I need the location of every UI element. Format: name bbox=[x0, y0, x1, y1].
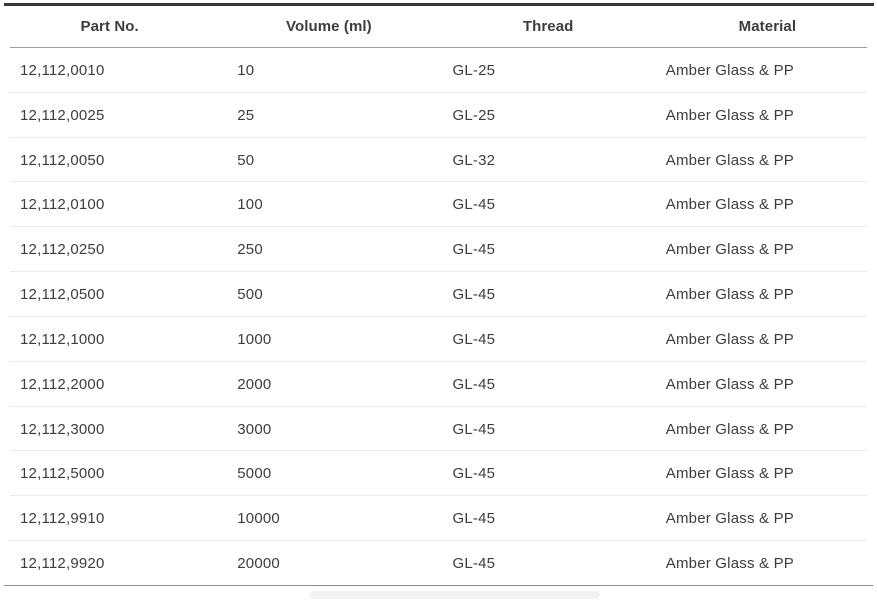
table-cell: 12,112,5000 bbox=[20, 465, 105, 483]
table-cell: GL-32 bbox=[452, 151, 496, 169]
table-header-row: Part No. Volume (ml) Thread Material bbox=[0, 6, 877, 47]
column-header-part-no: Part No. bbox=[80, 18, 139, 35]
table-top-border bbox=[4, 3, 874, 6]
table-cell: 50 bbox=[237, 151, 255, 169]
table-row: 12,112,5000 5000 GL-45 Amber Glass & PP bbox=[0, 451, 877, 497]
table-row: 12,112,1000 1000 GL-45 Amber Glass & PP bbox=[0, 317, 877, 362]
table-cell: GL-45 bbox=[452, 510, 496, 528]
table-cell: Amber Glass & PP bbox=[665, 420, 794, 438]
table-cell: 12,112,0050 bbox=[20, 151, 105, 169]
table-cell: GL-45 bbox=[452, 330, 496, 348]
table-cell: GL-45 bbox=[452, 196, 496, 214]
table-row: 12,112,9910 10000 GL-45 Amber Glass & PP bbox=[0, 496, 877, 541]
table-cell: GL-25 bbox=[452, 61, 496, 79]
table-row: 12,112,0050 50 GL-32 Amber Glass & PP bbox=[0, 138, 877, 183]
table-cell: 10000 bbox=[237, 510, 280, 528]
table-cell: GL-45 bbox=[452, 286, 496, 304]
table-cell: Amber Glass & PP bbox=[665, 330, 794, 348]
table-cell: 12,112,1000 bbox=[20, 330, 105, 348]
table-cell: Amber Glass & PP bbox=[665, 555, 794, 573]
table-cell: 500 bbox=[237, 286, 263, 304]
table-cell: GL-45 bbox=[452, 420, 496, 438]
table-row: 12,112,0500 500 GL-45 Amber Glass & PP bbox=[0, 272, 877, 317]
table-body: 12,112,0010 10 GL-25 Amber Glass & PP 12,112… bbox=[0, 48, 877, 586]
table-cell: 1000 bbox=[237, 330, 272, 348]
table-cell: Amber Glass & PP bbox=[665, 375, 794, 393]
table-cell: 100 bbox=[237, 196, 263, 214]
table-row: 12,112,2000 2000 GL-45 Amber Glass & PP bbox=[0, 362, 877, 407]
table-cell: 250 bbox=[237, 241, 263, 259]
table-row: 12,112,0100 100 GL-45 Amber Glass & PP bbox=[0, 182, 877, 228]
table-cell: GL-45 bbox=[452, 465, 496, 483]
column-header-thread: Thread bbox=[522, 18, 574, 35]
table-cell: 12,112,0500 bbox=[20, 286, 105, 304]
table-cell: Amber Glass & PP bbox=[665, 510, 794, 528]
table-row: 12,112,3000 3000 GL-45 Amber Glass & PP bbox=[0, 407, 877, 452]
table-row: 12,112,0010 10 GL-25 Amber Glass & PP bbox=[0, 48, 877, 93]
table-bottom-border bbox=[4, 585, 873, 586]
table-row: 12,112,0025 25 GL-25 Amber Glass & PP bbox=[0, 93, 877, 138]
table-cell: GL-45 bbox=[452, 241, 496, 259]
header-divider bbox=[10, 47, 867, 48]
table-cell: Amber Glass & PP bbox=[665, 241, 794, 259]
table-cell: Amber Glass & PP bbox=[665, 465, 794, 483]
table-cell: GL-25 bbox=[452, 106, 496, 124]
table-cell: Amber Glass & PP bbox=[665, 61, 794, 79]
column-header-material: Material bbox=[738, 18, 797, 35]
table-cell: 12,112,9920 bbox=[20, 555, 105, 573]
table-cell: Amber Glass & PP bbox=[665, 196, 794, 214]
table-cell: 3000 bbox=[237, 420, 272, 438]
table-cell: 20000 bbox=[237, 555, 280, 573]
horizontal-scrollbar-thumb[interactable] bbox=[310, 591, 600, 599]
table-cell: 12,112,0250 bbox=[20, 241, 105, 259]
table-cell: GL-45 bbox=[452, 375, 496, 393]
table-cell: 12,112,9910 bbox=[20, 510, 105, 528]
table-cell: GL-45 bbox=[452, 555, 496, 573]
table-cell: 12,112,0025 bbox=[20, 106, 105, 124]
table-cell: 12,112,3000 bbox=[20, 420, 105, 438]
table-row: 12,112,9920 20000 GL-45 Amber Glass & PP bbox=[0, 541, 877, 586]
table-cell: Amber Glass & PP bbox=[665, 286, 794, 304]
table-cell: Amber Glass & PP bbox=[665, 106, 794, 124]
table-cell: 5000 bbox=[237, 465, 272, 483]
table-cell: Amber Glass & PP bbox=[665, 151, 794, 169]
table-cell: 12,112,0010 bbox=[20, 61, 105, 79]
table-row: 12,112,0250 250 GL-45 Amber Glass & PP bbox=[0, 227, 877, 272]
table-cell: 10 bbox=[237, 61, 255, 79]
table-cell: 12,112,0100 bbox=[20, 196, 105, 214]
table-cell: 12,112,2000 bbox=[20, 375, 105, 393]
table-cell: 2000 bbox=[237, 375, 272, 393]
column-header-volume: Volume (ml) bbox=[285, 18, 372, 35]
table-cell: 25 bbox=[237, 106, 255, 124]
